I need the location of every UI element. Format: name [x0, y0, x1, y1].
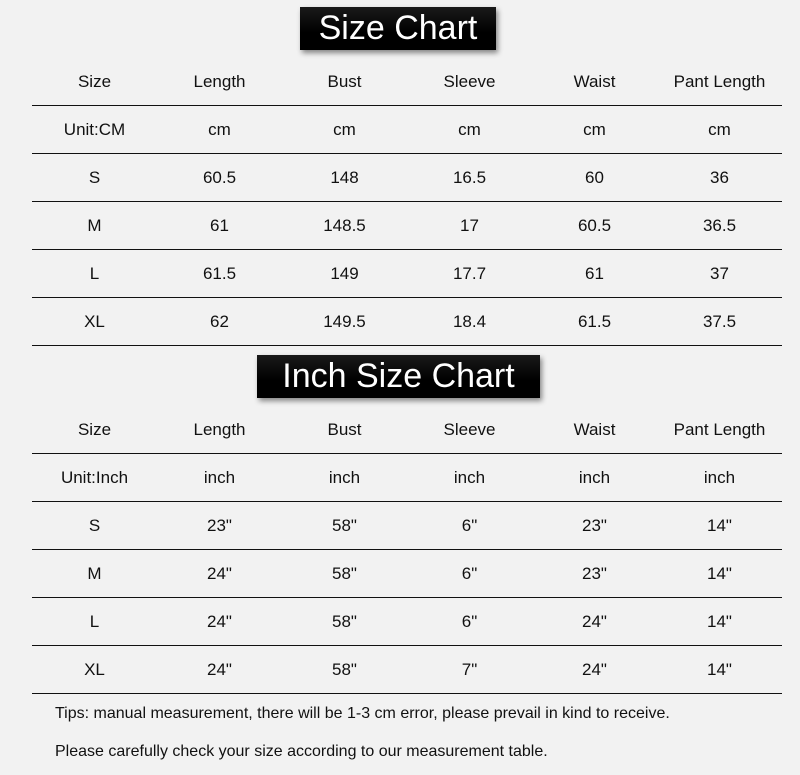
table-cell: L	[89, 263, 100, 283]
table-cell: 61.5	[577, 311, 612, 331]
table-cell: M	[87, 563, 102, 583]
table-cell: 58"	[332, 611, 357, 631]
table-row: XL 62 149.5 18.4 61.5 37.5	[32, 298, 782, 346]
table-cell: 14"	[707, 659, 732, 679]
inch-size-chart-title: Inch Size Chart	[257, 355, 540, 398]
table-cell: M	[87, 215, 102, 235]
table-cell: Pant Length	[673, 419, 766, 439]
table-cell: Bust	[327, 419, 362, 439]
table-cell: Sleeve	[443, 419, 496, 439]
table-cell: 60	[585, 167, 604, 187]
table-cell: Size	[77, 71, 112, 91]
table-cell: 60.5	[577, 215, 612, 235]
table-cell: 23"	[207, 515, 232, 535]
table-cell: 36	[710, 167, 729, 187]
table-cell: cm	[708, 119, 731, 139]
table-cell: Unit:CM	[63, 119, 126, 139]
table-cell: S	[88, 167, 101, 187]
table-cell: Pant Length	[673, 71, 766, 91]
table-cell: 62	[210, 311, 229, 331]
table-cell: 148.5	[323, 215, 366, 235]
table-cell: 23"	[582, 563, 607, 583]
table-cell: 61	[585, 263, 604, 283]
inch-size-table: Size Length Bust Sleeve Waist Pant Length Unit…	[32, 406, 782, 694]
table-cell: 58"	[332, 563, 357, 583]
table-cell: L	[89, 611, 100, 631]
table-cell: cm	[333, 119, 356, 139]
table-cell: inch	[328, 467, 361, 487]
table-cell: XL	[84, 659, 105, 679]
table-cell: 6"	[461, 611, 478, 631]
table-cell: 14"	[707, 563, 732, 583]
table-row: L 24" 58" 6" 24" 14"	[32, 598, 782, 646]
table-cell: cm	[458, 119, 481, 139]
table-row: XL 24" 58" 7" 24" 14"	[32, 646, 782, 694]
table-header-row: Size Length Bust Sleeve Waist Pant Length	[32, 406, 782, 454]
table-row: Unit:CM cm cm cm cm cm	[32, 106, 782, 154]
table-cell: cm	[583, 119, 606, 139]
table-row: M 61 148.5 17 60.5 36.5	[32, 202, 782, 250]
table-cell: 24"	[207, 611, 232, 631]
table-row: Unit:Inch inch inch inch inch inch	[32, 454, 782, 502]
size-chart-title: Size Chart	[300, 7, 496, 50]
table-cell: 61	[210, 215, 229, 235]
table-row: S 23" 58" 6" 23" 14"	[32, 502, 782, 550]
table-cell: inch	[578, 467, 611, 487]
table-cell: 18.4	[452, 311, 487, 331]
table-cell: inch	[703, 467, 736, 487]
table-cell: 6"	[461, 563, 478, 583]
table-cell: 17	[460, 215, 479, 235]
table-cell: Size	[77, 419, 112, 439]
table-cell: 36.5	[702, 215, 737, 235]
table-cell: 61.5	[202, 263, 237, 283]
table-cell: 149.5	[323, 311, 366, 331]
table-row: S 60.5 148 16.5 60 36	[32, 154, 782, 202]
table-cell: Length	[193, 419, 246, 439]
table-cell: Length	[193, 71, 246, 91]
table-row: L 61.5 149 17.7 61 37	[32, 250, 782, 298]
table-cell: Sleeve	[443, 71, 496, 91]
table-header-row: Size Length Bust Sleeve Waist Pant Length	[32, 58, 782, 106]
table-cell: 148	[330, 167, 359, 187]
table-cell: S	[88, 515, 101, 535]
table-cell: 24"	[207, 659, 232, 679]
table-cell: inch	[203, 467, 236, 487]
cm-size-table: Size Length Bust Sleeve Waist Pant Length Unit…	[32, 58, 782, 346]
table-cell: 58"	[332, 659, 357, 679]
table-cell: 23"	[582, 515, 607, 535]
table-cell: Waist	[573, 419, 616, 439]
table-cell: cm	[208, 119, 231, 139]
table-cell: inch	[453, 467, 486, 487]
table-cell: 37.5	[702, 311, 737, 331]
table-cell: 6"	[461, 515, 478, 535]
table-cell: XL	[84, 311, 105, 331]
table-cell: 24"	[582, 611, 607, 631]
table-cell: 24"	[207, 563, 232, 583]
table-cell: 37	[710, 263, 729, 283]
table-cell: 17.7	[452, 263, 487, 283]
tip-check-size: Please carefully check your size accordi…	[55, 743, 548, 760]
table-cell: 58"	[332, 515, 357, 535]
table-row: M 24" 58" 6" 23" 14"	[32, 550, 782, 598]
table-cell: 60.5	[202, 167, 237, 187]
table-cell: 149	[330, 263, 359, 283]
table-cell: Bust	[327, 71, 362, 91]
tip-measurement-error: Tips: manual measurement, there will be …	[55, 705, 670, 722]
table-cell: 14"	[707, 611, 732, 631]
table-cell: 24"	[582, 659, 607, 679]
table-cell: 7"	[461, 659, 478, 679]
table-cell: 14"	[707, 515, 732, 535]
table-cell: Unit:Inch	[60, 467, 129, 487]
table-cell: 16.5	[452, 167, 487, 187]
table-cell: Waist	[573, 71, 616, 91]
